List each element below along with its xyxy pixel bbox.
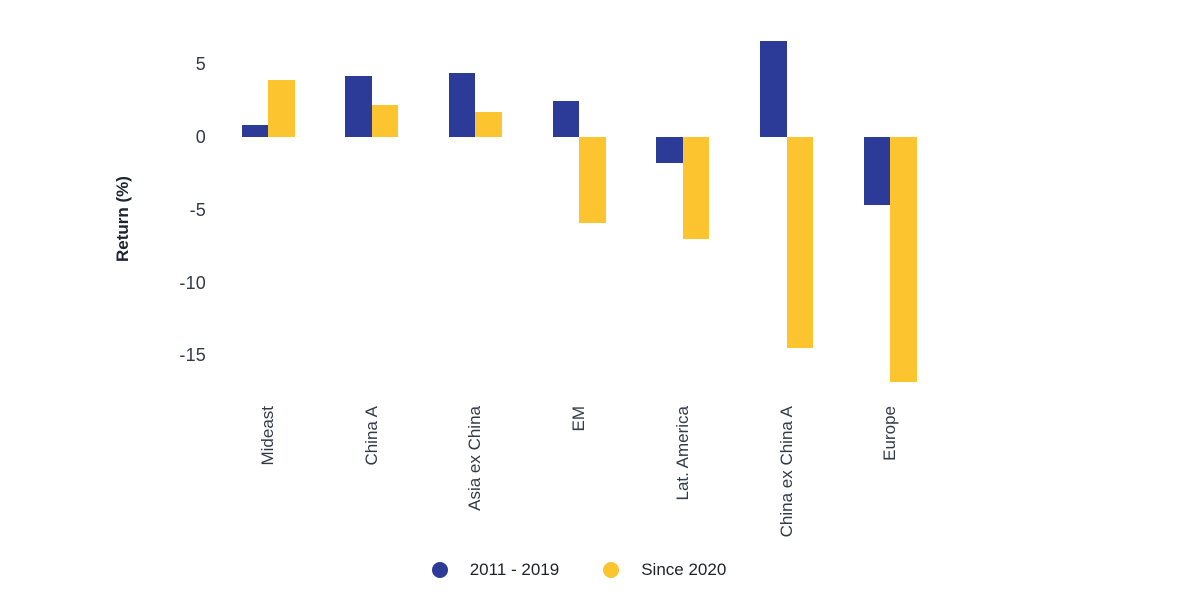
- legend: 2011 - 2019 Since 2020: [220, 556, 938, 584]
- bar-since-2020-lat-america[interactable]: [682, 137, 710, 239]
- legend-item-2011-2019[interactable]: 2011 - 2019: [431, 560, 560, 580]
- x-label-lat-america: Lat. America: [672, 406, 692, 501]
- y-tick-0: 0: [195, 127, 206, 147]
- legend-item-since-2020[interactable]: Since 2020: [603, 560, 726, 580]
- x-label-mideast: Mideast: [258, 406, 277, 466]
- bar-since-2020-china-ex-china-a[interactable]: [786, 137, 813, 349]
- bar-2011-2019-lat-america[interactable]: [656, 137, 683, 164]
- bar-2011-2019-em[interactable]: [552, 100, 580, 137]
- legend-swatch-since-2020: [603, 562, 620, 578]
- x-label-china-a: China A: [361, 406, 381, 466]
- y-tick-10: -10: [179, 272, 206, 293]
- bar-since-2020-mideast[interactable]: [268, 80, 295, 137]
- x-label-china-ex-china-a: China ex China A: [776, 406, 796, 538]
- bar-since-2020-asia-ex-china[interactable]: [475, 112, 502, 137]
- legend-swatch-2011-2019: [431, 562, 448, 578]
- bar-2011-2019-china-a[interactable]: [345, 75, 372, 137]
- x-label-em: EM: [569, 406, 589, 432]
- bar-2011-2019-asia-ex-china[interactable]: [448, 72, 476, 137]
- bar-2011-2019-europe[interactable]: [863, 137, 891, 206]
- bar-2011-2019-china-ex-china-a[interactable]: [760, 40, 787, 137]
- bar-since-2020-em[interactable]: [579, 137, 606, 223]
- bar-since-2020-china-a[interactable]: [371, 104, 399, 137]
- y-tick-15: -15: [179, 345, 206, 366]
- legend-label-2011-2019: 2011 - 2019: [469, 560, 560, 579]
- x-label-asia-ex-china: Asia ex China: [465, 406, 485, 511]
- legend-label-since-2020: Since 2020: [641, 560, 727, 579]
- bar-since-2020-europe[interactable]: [890, 137, 917, 382]
- bar-2011-2019-mideast[interactable]: [241, 125, 268, 137]
- y-axis-title: Return (%): [113, 176, 132, 262]
- y-tick-5: -5: [189, 199, 206, 220]
- x-label-europe: Europe: [880, 406, 900, 461]
- y-tick-5: 5: [195, 54, 206, 75]
